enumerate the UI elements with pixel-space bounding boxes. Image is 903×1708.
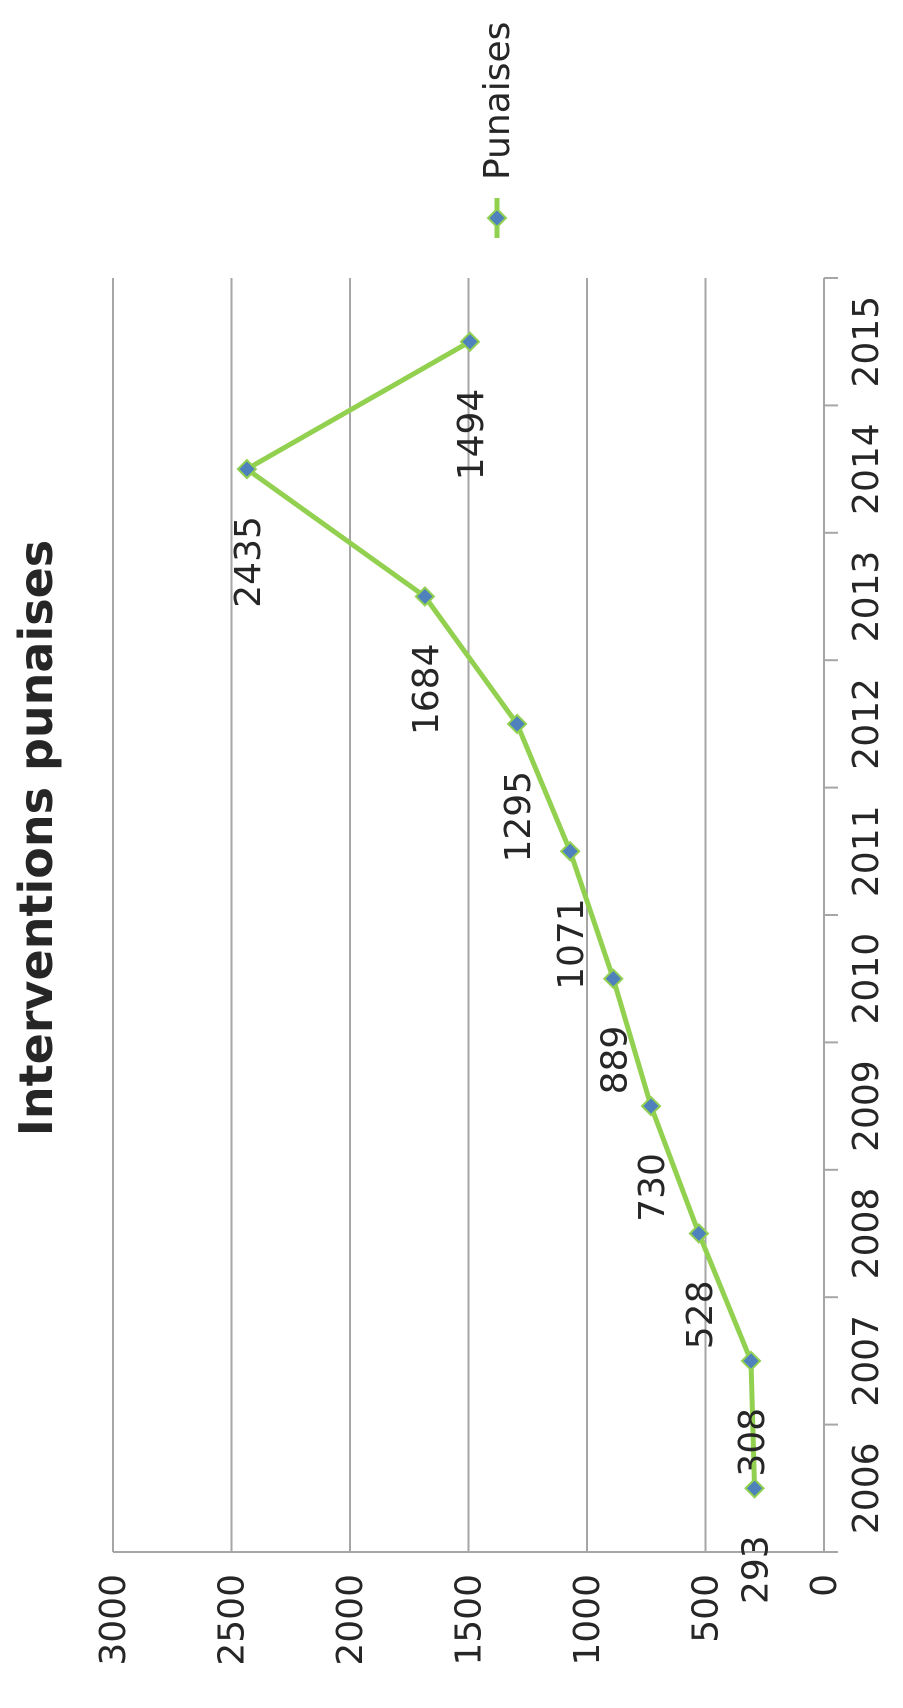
y-tick-labels: 0 500 1000 1500 2000 2500 3000 bbox=[93, 1574, 845, 1666]
chart-title: Interventions punaises bbox=[9, 540, 63, 1136]
data-point-2014 bbox=[236, 458, 258, 480]
x-tick-label-2008: 2008 bbox=[846, 1188, 887, 1280]
data-point-2008 bbox=[688, 1223, 710, 1244]
legend-marker-punaises bbox=[486, 207, 508, 229]
x-tick-label-2010: 2010 bbox=[846, 933, 887, 1025]
x-tick-labels: 2006 2007 2008 2009 2010 2011 2012 2013 2014 2015 bbox=[846, 296, 887, 1534]
axes bbox=[113, 277, 838, 1553]
data-point-2013 bbox=[414, 586, 436, 607]
data-point-2009 bbox=[640, 1095, 662, 1117]
legend-label-punaises: Punaises bbox=[477, 22, 518, 180]
data-label-2006: 293 bbox=[736, 1535, 777, 1604]
gridlines bbox=[112, 278, 707, 1552]
data-label-2010: 889 bbox=[594, 1026, 635, 1095]
series-group bbox=[236, 331, 765, 1499]
x-tick-label-2009: 2009 bbox=[846, 1060, 887, 1152]
series-line-punaises bbox=[244, 339, 758, 1489]
data-label-2015: 1494 bbox=[451, 389, 492, 481]
data-label-2011: 1071 bbox=[551, 898, 592, 990]
x-tick-label-2012: 2012 bbox=[846, 678, 887, 770]
y-tick-label-0: 0 bbox=[804, 1574, 845, 1597]
y-tick-label-1000: 1000 bbox=[567, 1574, 608, 1666]
data-point-2006 bbox=[744, 1477, 765, 1499]
legend: Punaises bbox=[477, 22, 518, 238]
x-tick-label-2007: 2007 bbox=[846, 1315, 887, 1407]
y-tick-label-500: 500 bbox=[686, 1574, 727, 1643]
chart-title-group: Interventions punaises bbox=[9, 540, 63, 1136]
data-label-2012: 1295 bbox=[498, 771, 539, 863]
y-tick-label-3000: 3000 bbox=[93, 1574, 134, 1666]
data-point-2011 bbox=[559, 840, 581, 862]
data-label-2014: 2435 bbox=[228, 516, 269, 608]
y-tick-label-2500: 2500 bbox=[212, 1574, 253, 1666]
y-tick-label-1500: 1500 bbox=[449, 1574, 490, 1666]
data-point-2012 bbox=[506, 713, 528, 735]
data-point-2010 bbox=[602, 968, 624, 990]
x-tick-label-2015: 2015 bbox=[846, 296, 887, 388]
x-tick-label-2011: 2011 bbox=[846, 805, 887, 897]
data-label-2007: 308 bbox=[732, 1408, 773, 1477]
data-label-2008: 528 bbox=[680, 1281, 721, 1350]
data-label-2009: 730 bbox=[632, 1153, 673, 1222]
data-label-2013: 1684 bbox=[406, 644, 447, 736]
x-tick-label-2013: 2013 bbox=[846, 551, 887, 643]
x-tick-label-2006: 2006 bbox=[846, 1442, 887, 1534]
x-tick-label-2014: 2014 bbox=[846, 423, 887, 515]
data-point-2015 bbox=[459, 331, 481, 353]
y-tick-label-2000: 2000 bbox=[330, 1574, 371, 1666]
data-point-2007 bbox=[740, 1350, 762, 1372]
